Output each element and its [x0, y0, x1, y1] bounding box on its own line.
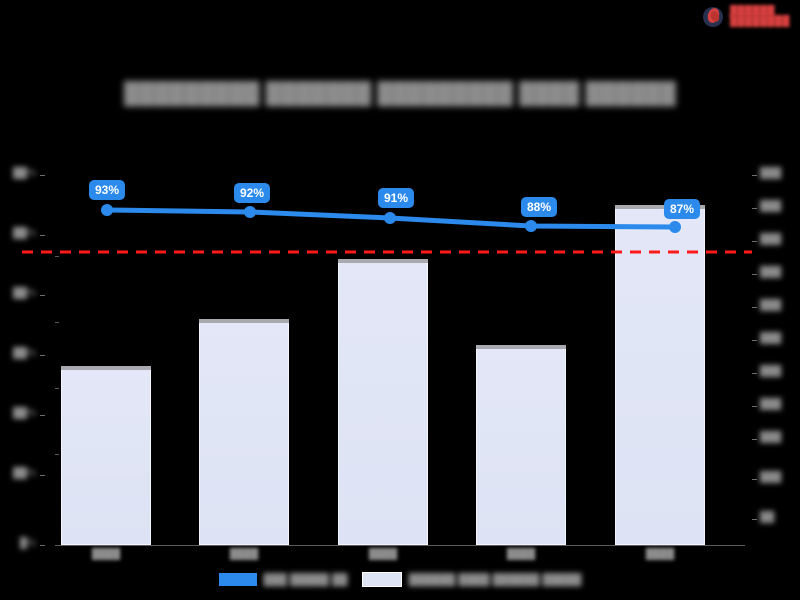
- x-tick-1: ████: [229, 549, 259, 560]
- chart-legend: ███ █████ ██ ██████ ████ ██████ █████: [0, 572, 800, 587]
- logo-line-1: ██████: [730, 5, 775, 17]
- x-tick-2: ████: [368, 549, 398, 560]
- y-right-tick-9: ███: [760, 472, 782, 483]
- bar-4[interactable]: [615, 205, 705, 545]
- legend-label-bar: ██████ ████ ██████ █████: [408, 573, 582, 586]
- y-left-tick-6: █%: [20, 538, 36, 549]
- bar-2[interactable]: [338, 259, 428, 545]
- plot-area: [55, 175, 745, 545]
- legend-item-line[interactable]: ███ █████ ██: [218, 573, 348, 586]
- y-left-tick-2: ██%: [12, 288, 36, 299]
- logo-wordmark: ██████ ████████: [730, 5, 790, 27]
- legend-swatch-bar: [361, 572, 402, 587]
- y-right-tick-2: ███: [760, 234, 782, 245]
- y-right-tick-3: ███: [760, 267, 782, 278]
- y-right-tick-8: ███: [760, 432, 782, 443]
- bar-3[interactable]: [476, 345, 566, 545]
- legend-swatch-line: [218, 573, 257, 586]
- x-axis: ████ ████ ████ ████ ████: [55, 546, 745, 566]
- logo-mark-icon: [700, 4, 726, 30]
- y-right-tick-7: ███: [760, 399, 782, 410]
- y-right-tick-6: ███: [760, 366, 782, 377]
- y-left-tick-5: ██%: [12, 468, 36, 479]
- data-label-3: 88%: [520, 197, 558, 217]
- logo-line-2: ████████: [730, 16, 790, 27]
- data-label-4: 87%: [663, 199, 701, 219]
- legend-item-bar[interactable]: ██████ ████ ██████ █████: [361, 572, 582, 587]
- x-tick-3: ████: [506, 549, 536, 560]
- y-right-tick-10: ██: [760, 512, 775, 523]
- y-axis-left: ██% ██% ██% ██% ██% ██% █%: [0, 168, 50, 549]
- data-label-1: 92%: [233, 183, 271, 203]
- legend-label-line: ███ █████ ██: [263, 573, 348, 586]
- y-right-tick-5: ███: [760, 333, 782, 344]
- bar-0[interactable]: [61, 366, 151, 545]
- brand-logo: ██████ ████████: [700, 3, 796, 31]
- y-axis-right: ███ ███ ███ ███ ███ ███ ███ ███ ███ ███ …: [752, 168, 800, 547]
- x-tick-4: ████: [645, 549, 675, 560]
- y-right-tick-4: ███: [760, 300, 782, 311]
- y-right-tick-1: ███: [760, 201, 782, 212]
- x-tick-0: ████: [91, 549, 121, 560]
- y-left-tick-1: ██%: [12, 228, 36, 239]
- y-right-tick-0: ███: [760, 168, 782, 179]
- data-label-0: 93%: [88, 180, 126, 200]
- x-axis-baseline: [55, 545, 745, 546]
- y-left-tick-3: ██%: [12, 348, 36, 359]
- bar-1[interactable]: [199, 319, 289, 545]
- chart-title: █████████ ███████ █████████ ████ ██████: [0, 82, 800, 106]
- chart-title-text: █████████ ███████ █████████ ████ ██████: [124, 82, 676, 105]
- y-left-tick-4: ██%: [12, 408, 36, 419]
- data-label-2: 91%: [377, 188, 415, 208]
- y-left-tick-0: ██%: [12, 168, 36, 179]
